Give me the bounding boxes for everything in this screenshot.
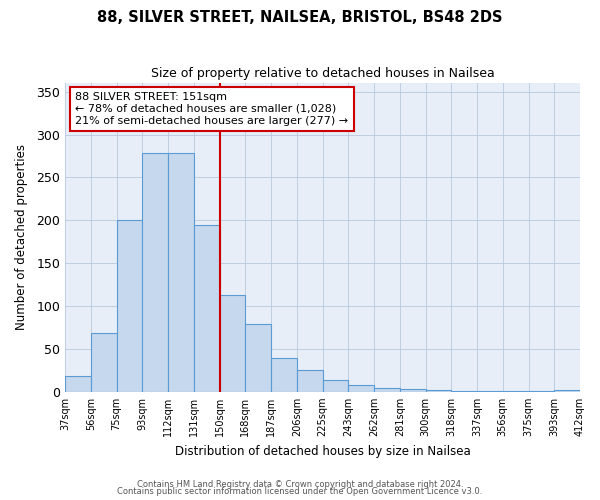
Text: 88 SILVER STREET: 151sqm
← 78% of detached houses are smaller (1,028)
21% of sem: 88 SILVER STREET: 151sqm ← 78% of detach…: [76, 92, 349, 126]
Bar: [503, 391, 529, 392]
Bar: [477, 391, 503, 392]
Bar: [425, 390, 451, 392]
Bar: [348, 385, 374, 392]
Bar: [297, 370, 323, 392]
Bar: [451, 391, 477, 392]
Title: Size of property relative to detached houses in Nailsea: Size of property relative to detached ho…: [151, 68, 494, 80]
Bar: [400, 389, 425, 392]
Bar: [374, 388, 400, 392]
Bar: [142, 154, 168, 392]
Bar: [220, 295, 245, 392]
Text: 88, SILVER STREET, NAILSEA, BRISTOL, BS48 2DS: 88, SILVER STREET, NAILSEA, BRISTOL, BS4…: [97, 10, 503, 25]
Y-axis label: Number of detached properties: Number of detached properties: [15, 144, 28, 330]
Bar: [65, 376, 91, 392]
Bar: [323, 380, 348, 392]
Text: Contains public sector information licensed under the Open Government Licence v3: Contains public sector information licen…: [118, 487, 482, 496]
Bar: [554, 390, 580, 392]
Bar: [271, 358, 297, 392]
Text: Contains HM Land Registry data © Crown copyright and database right 2024.: Contains HM Land Registry data © Crown c…: [137, 480, 463, 489]
Bar: [245, 324, 271, 392]
Bar: [116, 220, 142, 392]
X-axis label: Distribution of detached houses by size in Nailsea: Distribution of detached houses by size …: [175, 444, 470, 458]
Bar: [529, 391, 554, 392]
Bar: [168, 154, 194, 392]
Bar: [194, 224, 220, 392]
Bar: [91, 334, 116, 392]
